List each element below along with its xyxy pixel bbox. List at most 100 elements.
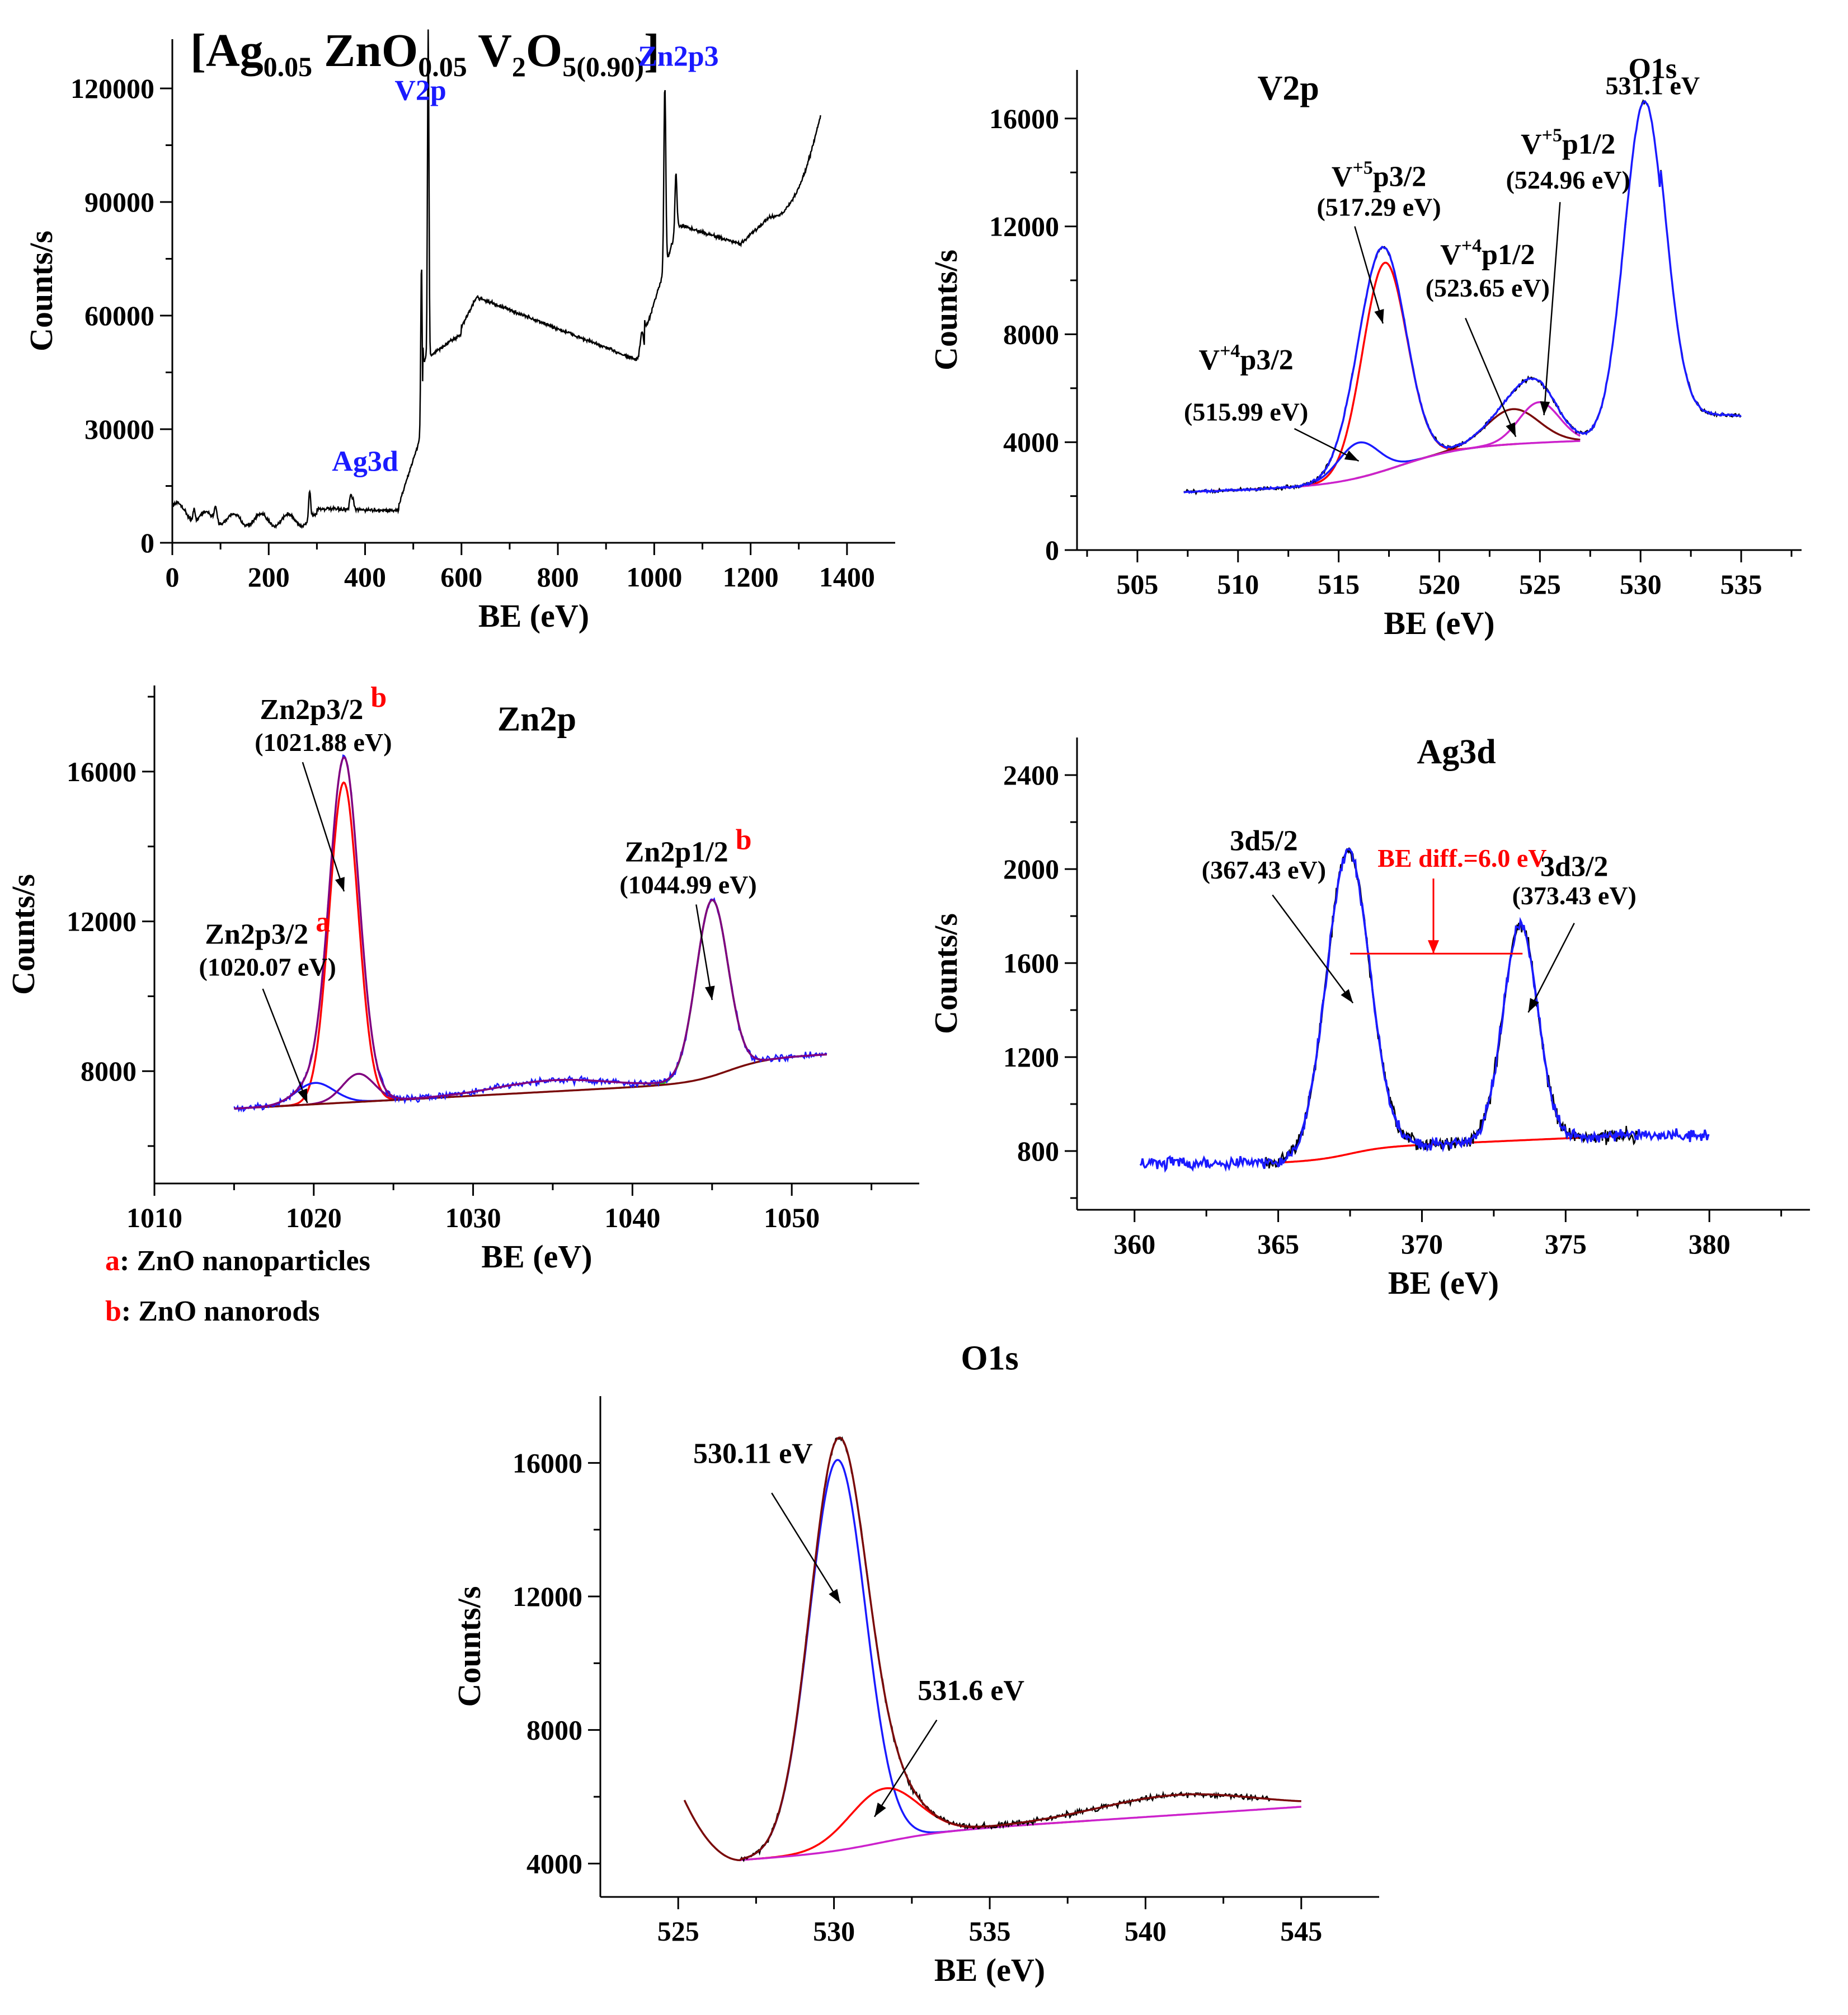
x-tick-label: 505 xyxy=(1116,569,1158,600)
y-tick-label: 12000 xyxy=(67,906,137,937)
peak-annotation: V+4p3/2 xyxy=(1199,341,1294,376)
annotation-arrow xyxy=(302,762,345,892)
annotation-arrowhead xyxy=(1341,989,1353,1003)
figure-title-part: V xyxy=(467,25,512,77)
x-tick-label: 1200 xyxy=(723,561,779,593)
x-tick-label: 380 xyxy=(1689,1228,1731,1260)
x-tick-label: 525 xyxy=(1519,569,1561,600)
chart-title: Zn2p xyxy=(497,700,576,738)
footnotes: a: ZnO nanoparticles b: ZnO nanorods xyxy=(105,1245,370,1327)
y-tick-label: 2000 xyxy=(1003,853,1059,885)
peak-annotation: Zn2p1/2 b xyxy=(625,824,752,868)
component-peak-line xyxy=(740,1459,1006,1861)
chart-zn2p: 1010 1020 1030 1040 1050 8000 12000 16000 BE (eV… xyxy=(5,682,919,1275)
x-tick-label: 545 xyxy=(1280,1915,1322,1947)
y-tick-label: 16000 xyxy=(67,756,137,787)
y-tick-label: 12000 xyxy=(512,1581,582,1612)
x-tick-label: 530 xyxy=(1620,569,1662,600)
peak-annotation: 3d5/2 xyxy=(1230,825,1297,857)
peak-annotation: (367.43 eV) xyxy=(1202,856,1326,884)
y-tick-label: 8000 xyxy=(526,1715,582,1746)
x-tick-label: 1010 xyxy=(126,1202,182,1233)
peak-annotation: (523.65 eV) xyxy=(1426,274,1550,302)
peak-annotation: (1020.07 eV) xyxy=(199,953,336,981)
annotation-arrow xyxy=(1272,894,1354,1004)
annotation-arrowhead xyxy=(1506,422,1516,437)
baseline-line xyxy=(1183,440,1581,494)
footnote-b: b: ZnO nanorods xyxy=(105,1295,319,1327)
annotation-arrowhead xyxy=(1344,450,1359,461)
y-axis-label: Counts/s xyxy=(451,1586,487,1707)
y-tick-label: 16000 xyxy=(512,1447,582,1478)
x-tick-label: 1030 xyxy=(445,1202,501,1233)
figure-title-part: ZnO xyxy=(312,25,418,77)
x-tick-label: 375 xyxy=(1545,1228,1587,1260)
x-axis-label: BE (eV) xyxy=(481,1238,592,1275)
peak-annotation: (515.99 eV) xyxy=(1184,398,1308,426)
y-tick-label: 4000 xyxy=(526,1848,582,1879)
annotation-arrow xyxy=(873,1720,938,1817)
baseline-line xyxy=(234,1053,827,1110)
x-tick-label: 200 xyxy=(248,561,290,593)
x-tick-label: 520 xyxy=(1418,569,1460,600)
annotation-arrow xyxy=(1354,226,1384,324)
x-tick-label: 360 xyxy=(1113,1228,1155,1260)
peak-annotation: V+5p1/2 xyxy=(1521,125,1615,160)
x-tick-label: 1000 xyxy=(626,561,682,593)
y-tick-label: 16000 xyxy=(989,103,1059,134)
figure-title-part: 2 xyxy=(512,51,526,82)
x-tick-label: 525 xyxy=(657,1915,699,1947)
peak-annotation: Zn2p3/2 b xyxy=(260,682,387,726)
x-tick-label: 510 xyxy=(1217,569,1259,600)
raw-data-line xyxy=(740,1436,1271,1862)
x-axis-label: BE (eV) xyxy=(478,598,589,634)
figure-title-part: 0.05 xyxy=(418,51,467,82)
y-tick-label: 800 xyxy=(1017,1135,1059,1167)
x-tick-label: 1050 xyxy=(764,1202,820,1233)
survey-peak-label: Ag3d xyxy=(332,445,398,477)
annotation-arrowhead xyxy=(874,1802,886,1817)
x-tick-label: 365 xyxy=(1257,1228,1299,1260)
figure-title-part: 5(0.90) xyxy=(562,51,644,82)
y-axis-label: Counts/s xyxy=(23,231,59,351)
annotation-arrow xyxy=(262,988,308,1103)
chart-title: O1s xyxy=(961,1339,1018,1377)
figure-title-part: O xyxy=(526,25,562,77)
be-diff-arrowhead xyxy=(1428,940,1440,954)
peak-annotation: O1s xyxy=(1628,53,1677,84)
chart-title: Ag3d xyxy=(1417,733,1496,771)
y-tick-label: 1600 xyxy=(1003,947,1059,979)
peak-annotation: (1044.99 eV) xyxy=(619,870,756,899)
be-diff-label: BE diff.=6.0 eV xyxy=(1377,844,1546,872)
figure-title-part: [Ag xyxy=(190,25,264,77)
figure-title-part: ] xyxy=(644,25,660,77)
annotation-arrow xyxy=(1543,202,1561,416)
x-tick-label: 800 xyxy=(537,561,579,593)
y-tick-label: 8000 xyxy=(1003,318,1059,350)
peak-annotation: 531.1 eV xyxy=(1605,71,1700,100)
y-axis-label: Counts/s xyxy=(928,250,964,370)
x-tick-label: 1040 xyxy=(604,1202,660,1233)
y-tick-label: 90000 xyxy=(84,186,154,218)
figure-title: [Ag0.05 ZnO0.05 V2O5(0.90)] xyxy=(190,25,660,82)
y-tick-label: 2400 xyxy=(1003,759,1059,791)
annotation-arrow xyxy=(1527,923,1575,1013)
annotation-arrowhead xyxy=(1374,309,1384,324)
chart-ag3d: 360 365 370 375 380 800 1200 1600 2000 2400 BE (eV… xyxy=(928,733,1810,1301)
survey-peak-label: Zn2p3 xyxy=(638,40,719,72)
peak-annotation: (1021.88 eV) xyxy=(255,728,392,757)
y-tick-label: 120000 xyxy=(70,73,154,104)
y-tick-label: 12000 xyxy=(989,211,1059,242)
y-tick-label: 0 xyxy=(140,527,154,558)
y-tick-label: 1200 xyxy=(1003,1041,1059,1073)
peak-annotation: Zn2p3/2 a xyxy=(205,906,330,951)
peak-annotation: V+4p1/2 xyxy=(1440,236,1535,271)
annotation-arrow xyxy=(771,1492,841,1604)
footnote-a: a: ZnO nanoparticles xyxy=(105,1245,370,1277)
chart-v2p: 505 510 515 520 525 530 535 0 4000 8000 12000 16000… xyxy=(928,53,1802,641)
annotation-arrowhead xyxy=(1528,998,1539,1013)
x-tick-label: 370 xyxy=(1401,1228,1443,1260)
annotation-arrowhead xyxy=(298,1088,308,1103)
figure-title-part: 0.05 xyxy=(264,51,313,82)
